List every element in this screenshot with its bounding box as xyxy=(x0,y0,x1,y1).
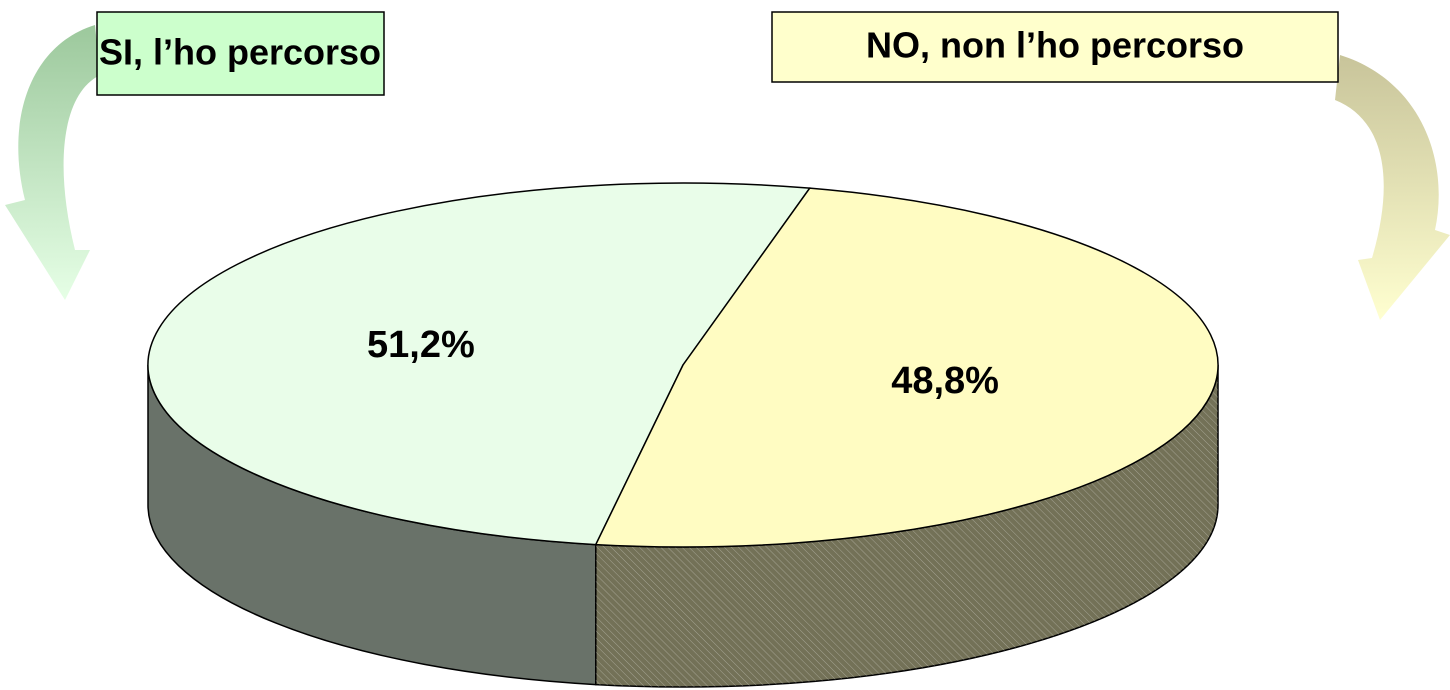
legend-label: SI, l’ho percorso xyxy=(99,32,381,73)
pie: 51,2% 48,8% xyxy=(147,182,1219,688)
arrow-left xyxy=(5,25,100,300)
legend-box xyxy=(771,11,1339,83)
data-label: 51,2% xyxy=(367,324,475,366)
legend-label: NO, non l’ho percorso xyxy=(866,25,1244,66)
slice-top xyxy=(147,182,812,546)
arrow-right xyxy=(1335,55,1450,320)
legend-box xyxy=(96,11,385,96)
data-label: 48,8% xyxy=(891,360,999,402)
slice-side-hatch xyxy=(595,365,1219,688)
slice-top xyxy=(594,187,1219,548)
